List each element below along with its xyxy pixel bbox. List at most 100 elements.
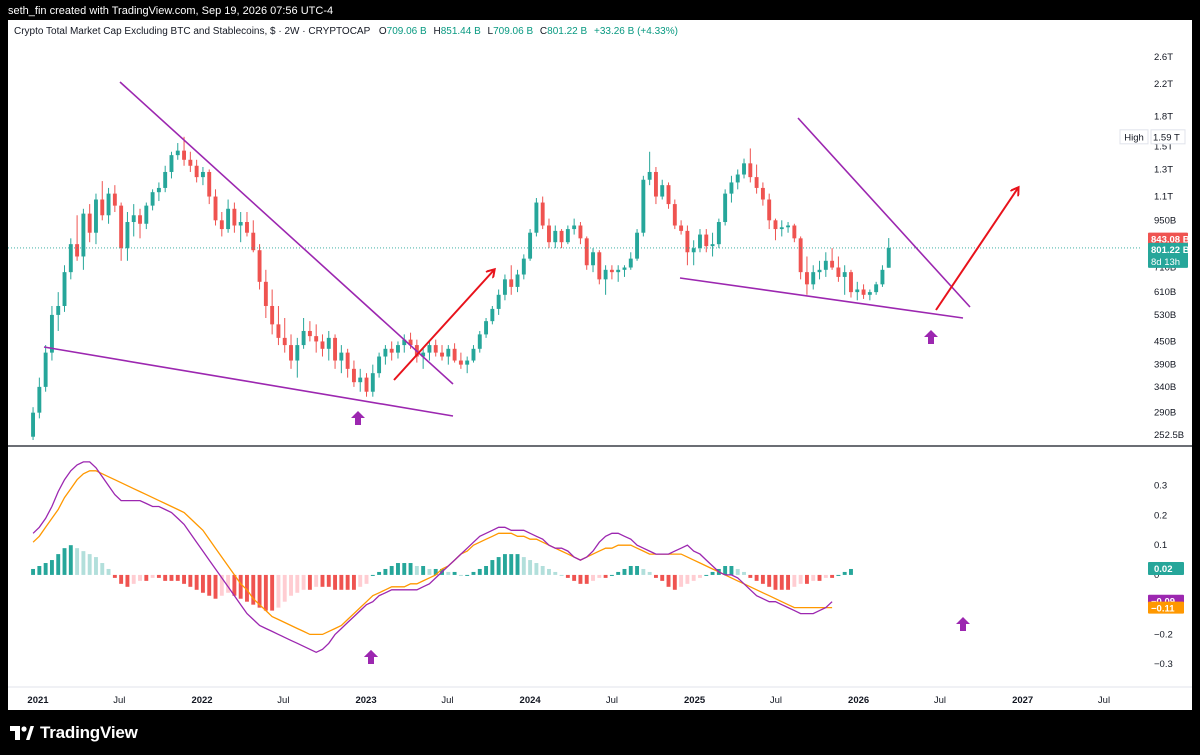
candle-body [402, 339, 407, 346]
candle-body [616, 269, 621, 273]
candle-body [880, 269, 885, 285]
macd-histogram-bar [773, 574, 778, 590]
macd-histogram-bar [270, 574, 275, 611]
macd-histogram-bar [144, 574, 149, 581]
macd-histogram-bar [94, 557, 98, 575]
candle-body [131, 215, 136, 223]
macd-histogram-bar [182, 574, 187, 584]
macd-histogram-bar [748, 574, 753, 578]
macd-histogram-bar [370, 574, 375, 576]
candle-body [553, 230, 558, 243]
up-arrow-marker-icon [924, 330, 938, 344]
high-label: High [1124, 132, 1144, 143]
candle-body [716, 222, 721, 245]
macd-histogram-bar [609, 574, 614, 576]
candle-body [194, 165, 199, 178]
candle-body [377, 356, 382, 374]
candle-body [182, 150, 187, 160]
macd-histogram-bar [408, 563, 413, 575]
up-arrow-marker-icon [351, 411, 365, 425]
candle-body [345, 352, 350, 369]
macd-histogram-bar [49, 560, 54, 575]
candle-body [502, 279, 507, 295]
up-arrow-marker-icon [364, 650, 378, 664]
candle-body [641, 179, 646, 233]
candle-body [150, 192, 155, 206]
candle-body [452, 348, 457, 361]
candle-body [396, 345, 400, 353]
candle-body [62, 272, 67, 306]
macd-histogram-bar [219, 574, 224, 596]
macd-histogram-bar [628, 566, 633, 575]
macd-histogram-bar [779, 574, 784, 590]
macd-histogram-bar [792, 574, 797, 587]
macd-tick-label: 0.1 [1154, 540, 1167, 551]
price-tick-label: 610B [1154, 287, 1176, 298]
candle-body [748, 163, 753, 178]
candle-body [628, 258, 633, 268]
price-tick-label: 2.2T [1154, 79, 1173, 90]
candle-body [213, 196, 218, 221]
price-tick-label: 2.6T [1154, 52, 1173, 63]
candle-body [484, 321, 489, 335]
candle-body [477, 334, 482, 349]
chart-area[interactable]: Crypto Total Market Cap Excluding BTC an… [8, 20, 1192, 710]
candle-body [496, 294, 501, 309]
candle-body [521, 258, 526, 275]
macd-histogram-bar [125, 574, 130, 587]
close-value: 801.22 B [547, 26, 587, 37]
macd-histogram-bar [56, 554, 61, 575]
macd-histogram-bar [402, 563, 407, 575]
candle-body [823, 260, 828, 270]
price-tag-green [1148, 242, 1188, 268]
macd-histogram-bar [263, 574, 268, 611]
macd-histogram-bar [62, 548, 67, 575]
candle-body [540, 202, 545, 226]
macd-histogram-bar [698, 574, 702, 578]
candle-body [660, 185, 665, 197]
time-tick-label: 2022 [191, 695, 212, 706]
candle-body [754, 177, 759, 188]
macd-histogram-bar [226, 574, 231, 593]
macd-axis: 0.30.20.10−0.1−0.2−0.3 [1154, 481, 1173, 670]
macd-histogram-bar [798, 574, 803, 584]
macd-histogram-bar [547, 568, 551, 575]
open-value: 709.06 B [387, 26, 427, 37]
price-tick-label: 1.3T [1154, 164, 1173, 175]
chart-title: Crypto Total Market Cap Excluding BTC an… [14, 26, 678, 37]
macd-histogram-bar [345, 574, 350, 590]
candle-body [200, 171, 205, 178]
price-tick-label: 252.5B [1154, 430, 1184, 441]
chart-canvas[interactable]: Crypto Total Market Cap Excluding BTC an… [8, 20, 1192, 710]
macd-histogram-bar [295, 574, 300, 593]
macd-histogram-bar [723, 566, 728, 575]
time-tick-label: 2027 [1012, 695, 1033, 706]
macd-histogram-bar [591, 574, 595, 581]
candle-body [320, 341, 325, 349]
macd-histogram-bar [616, 571, 621, 575]
candle-body [685, 230, 690, 253]
macd-histogram-bar [578, 574, 583, 584]
macd-histogram-bar [584, 574, 589, 584]
attribution-text: seth_fin created with TradingView.com, S… [8, 5, 334, 17]
close-label: C [540, 26, 547, 37]
candle-body [232, 208, 237, 226]
signal-line [32, 470, 833, 636]
candle-body [307, 330, 312, 337]
price-tick-label: 1.5T [1154, 141, 1173, 152]
candle-body [534, 202, 539, 233]
time-tick-label: 2021 [27, 695, 49, 706]
candle-body [75, 244, 80, 257]
candle-body [509, 279, 514, 287]
candle-body [609, 269, 614, 273]
macd-histogram-bar [81, 551, 86, 575]
macd-histogram-bar [811, 574, 816, 581]
candle-body [207, 171, 212, 197]
breakout-arrow [935, 188, 1018, 311]
macd-histogram-bar [679, 574, 684, 587]
drawings [43, 81, 1018, 664]
macd-histogram-bar [175, 574, 180, 581]
series-name: Crypto Total Market Cap Excluding BTC an… [14, 26, 371, 37]
macd-histogram-bar [433, 568, 438, 575]
